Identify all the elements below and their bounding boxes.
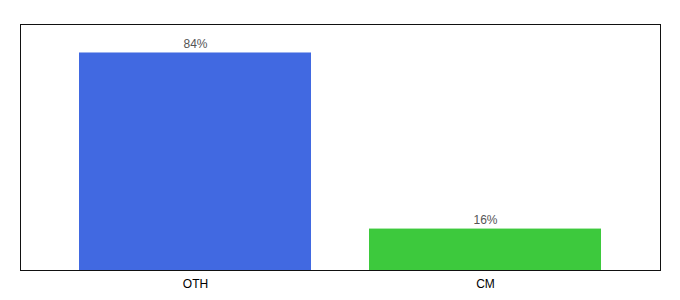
svg-text:OTH: OTH <box>183 277 208 291</box>
svg-text:CM: CM <box>476 277 495 291</box>
svg-text:84%: 84% <box>183 37 207 51</box>
svg-text:16%: 16% <box>473 213 497 227</box>
